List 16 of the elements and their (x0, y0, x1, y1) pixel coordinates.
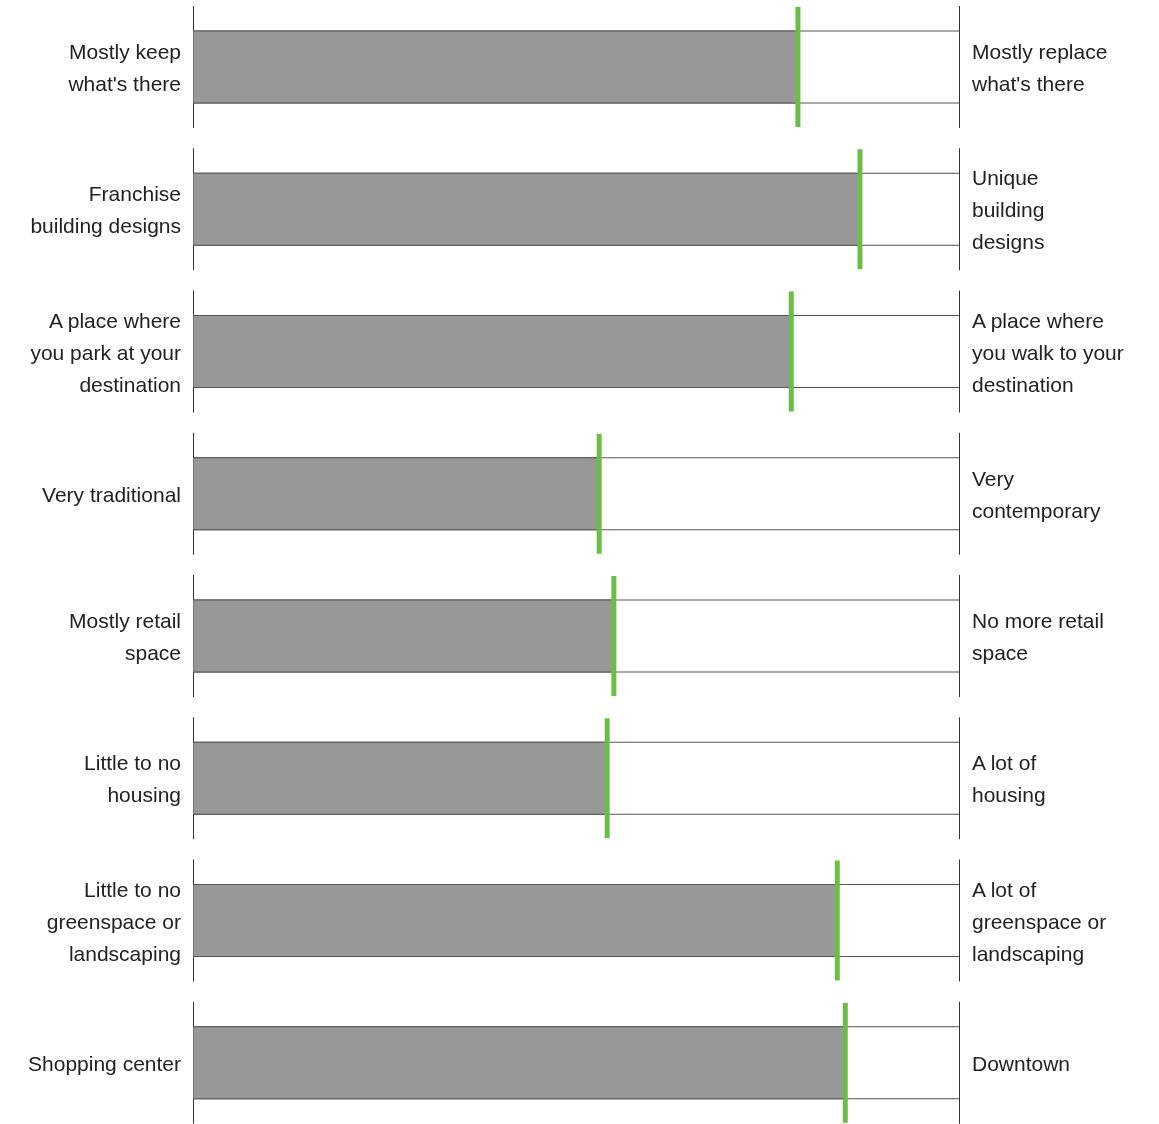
y2-tick-label: Downtown (972, 1051, 1071, 1075)
y-tick-label: A place where you park at your destination (30, 308, 181, 396)
y-tick-label: Little to no housing (84, 750, 181, 806)
y2-tick-label: Mostly replace what's there (971, 39, 1108, 95)
y-tick-label: Very traditional (42, 482, 181, 506)
y-tick-label: Franchise building designs (30, 181, 181, 237)
y-tick-label: Mostly keep what's there (67, 39, 181, 95)
y-tick-label: Shopping center (28, 1051, 181, 1075)
y2-tick-label: A lot of housing (972, 750, 1046, 806)
y2-tick-label: A place where you walk to your destination (972, 308, 1124, 396)
y-tick-label: Little to no greenspace or landscaping (46, 877, 181, 965)
y2-tick-label: Unique building designs (972, 165, 1045, 253)
y-tick-label: Mostly retail space (68, 608, 181, 664)
y2-tick-label: A lot of greenspace or landscaping (972, 877, 1107, 965)
y2-tick-label: No more retail space (972, 608, 1104, 664)
y2-tick-label: Very contemporary (972, 466, 1101, 522)
